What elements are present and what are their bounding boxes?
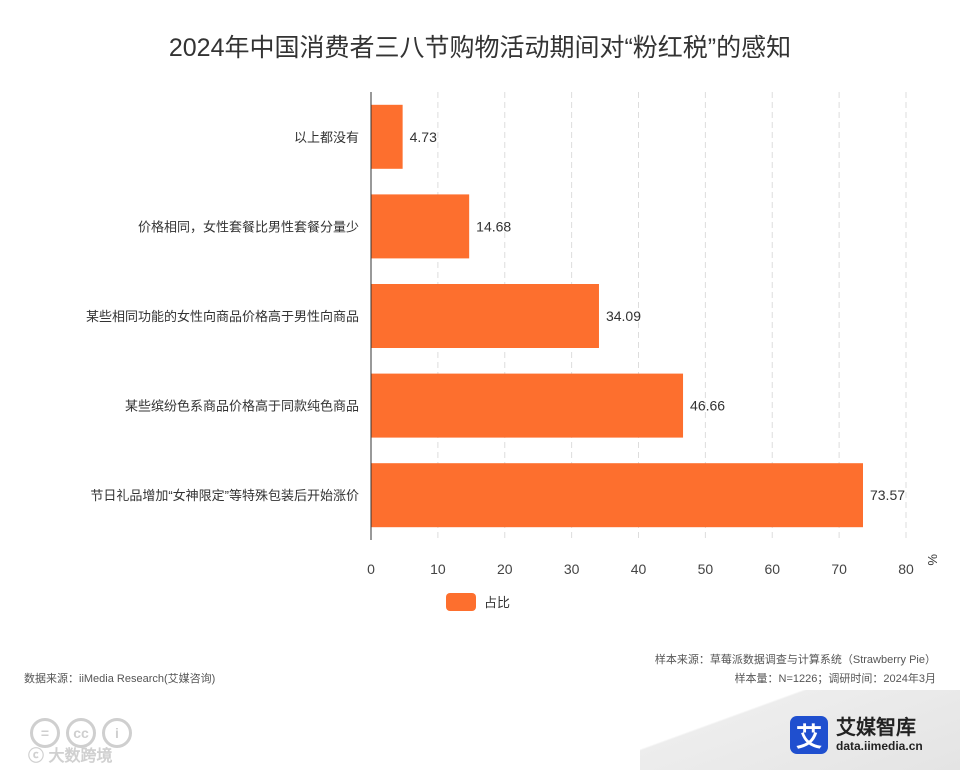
category-labels: 以上都没有价格相同，女性套餐比男性套餐分量少某些相同功能的女性向商品价格高于男性… (86, 130, 359, 503)
cc-nd-icon: = (30, 718, 60, 748)
bar (371, 284, 599, 348)
x-axis-unit: % (925, 554, 940, 566)
x-tick-label: 80 (898, 561, 914, 577)
category-label: 价格相同，女性套餐比男性套餐分量少 (138, 219, 359, 234)
category-label: 某些相同功能的女性向商品价格高于男性向商品 (86, 309, 359, 324)
category-label: 某些缤纷色系商品价格高于同款纯色商品 (125, 399, 359, 414)
watermark: ⓒ 大数跨境 (28, 748, 113, 765)
bar (371, 104, 403, 169)
x-axis-ticks: 0 10 20 30 40 50 60 70 80 (367, 561, 914, 577)
sample-source-note: 样本来源：草莓派数据调查与计算系统（Strawberry Pie） (654, 654, 936, 666)
x-tick-label: 70 (831, 561, 847, 577)
x-tick-label: 40 (631, 561, 647, 577)
chart-title: 2024年中国消费者三八节购物活动期间对“粉红税”的感知 (168, 34, 792, 62)
brand-block: 艾 艾媒智库 data.iimedia.cn (790, 716, 923, 754)
x-tick-label: 60 (764, 561, 780, 577)
data-label: 73.57 (870, 487, 905, 503)
cc-logo-icon: cc (66, 718, 96, 748)
bar (371, 373, 684, 438)
category-label: 以上都没有 (294, 130, 359, 145)
x-tick-label: 10 (430, 561, 446, 577)
data-label: 4.73 (410, 129, 437, 145)
data-source-note: 数据来源：iiMedia Research(艾媒咨询) (24, 673, 216, 685)
x-tick-label: 0 (367, 561, 375, 577)
data-labels: 4.73 14.68 34.09 46.66 73.57 (410, 129, 906, 503)
data-label: 34.09 (606, 308, 641, 324)
brand-logo-icon: 艾 (790, 716, 828, 754)
brand-name: 艾媒智库 (836, 717, 916, 739)
legend-label: 占比 (484, 595, 511, 610)
data-label: 46.66 (690, 398, 725, 414)
cc-by-icon: i (102, 718, 132, 748)
category-label: 节日礼品增加“女神限定”等特殊包装后开始涨价 (90, 488, 359, 503)
legend-swatch (446, 592, 476, 611)
bars (371, 104, 863, 528)
x-tick-label: 50 (698, 561, 714, 577)
license-icons: = cc i (30, 718, 138, 748)
data-label: 14.68 (476, 218, 511, 234)
x-tick-label: 20 (497, 561, 513, 577)
x-tick-label: 30 (564, 561, 580, 577)
sample-size-note: 样本量：N=1226；调研时间：2024年3月 (734, 673, 936, 685)
bar (371, 194, 470, 259)
legend: 占比 (446, 592, 510, 611)
brand-url: data.iimedia.cn (836, 739, 923, 753)
bar (371, 463, 863, 528)
